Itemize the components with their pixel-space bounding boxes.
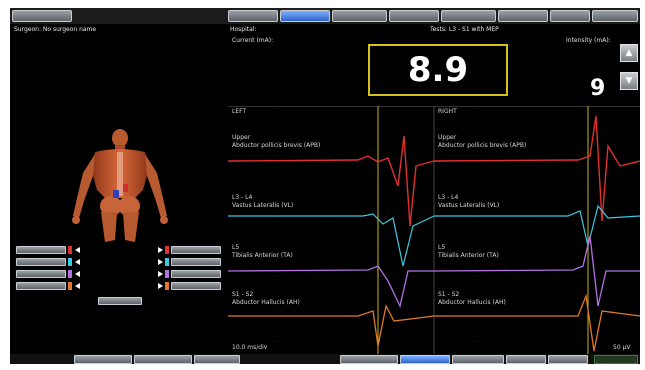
- color-swatch-purple: [68, 270, 72, 278]
- row-level-left: Upper: [232, 134, 251, 141]
- trace-l3l4-right: [434, 204, 640, 247]
- row-muscle-right: Abductor pollicis brevis (APB): [438, 142, 527, 149]
- toolbar-button-6[interactable]: [441, 10, 496, 22]
- arrow-left-icon: [75, 259, 80, 265]
- anatomy-figure-icon: [72, 129, 168, 242]
- trace-l3l4-left: [228, 213, 435, 267]
- color-swatch-cyan: [68, 258, 72, 266]
- left-muscle-button-2[interactable]: [16, 258, 66, 266]
- row-level-right: Upper: [438, 134, 457, 141]
- color-swatch-orange: [165, 282, 169, 290]
- right-muscle-button-4[interactable]: [171, 282, 221, 290]
- row-level-left: L5: [232, 244, 240, 251]
- toolbar-button-9[interactable]: [592, 10, 638, 22]
- bottom-button-8[interactable]: [548, 355, 588, 364]
- current-value-display: 8.9: [368, 44, 508, 96]
- left-side-label: LEFT: [232, 108, 247, 115]
- arrow-right-icon: [158, 259, 163, 265]
- arrow-right-icon: [158, 283, 163, 289]
- trace-s1s2-left: [228, 304, 435, 347]
- trace-upper-left: [227, 135, 435, 227]
- row-muscle-right: Tibialis Anterior (TA): [438, 252, 499, 259]
- bottom-button-6[interactable]: [452, 355, 504, 364]
- left-muscle-button-3[interactable]: [16, 270, 66, 278]
- surgeon-label: Surgeon: No surgeon name: [14, 26, 97, 33]
- monitor-screen: Surgeon: No surgeon name Hospital: Tests…: [10, 8, 640, 364]
- trace-upper-right: [433, 115, 640, 222]
- row-level-right: S1 - S2: [438, 291, 460, 298]
- left-muscle-button-1[interactable]: [16, 246, 66, 254]
- row-muscle-left: Tibialis Anterior (TA): [232, 252, 293, 259]
- intensity-value: 9: [590, 76, 606, 101]
- color-swatch-purple: [165, 270, 169, 278]
- left-muscle-button-4[interactable]: [16, 282, 66, 290]
- status-indicator: [594, 355, 638, 364]
- row-muscle-right: Abductor Hallucis (AH): [438, 299, 506, 306]
- triangle-up-icon[interactable]: ▲: [620, 44, 638, 62]
- right-muscle-button-1[interactable]: [171, 246, 221, 254]
- trace-s1s2-right: [434, 293, 640, 352]
- trace-l5-left: [227, 265, 434, 308]
- hospital-label: Hospital:: [230, 26, 257, 33]
- arrow-right-icon: [158, 247, 163, 253]
- arrow-left-icon: [75, 271, 80, 277]
- toolbar-button-7[interactable]: [498, 10, 548, 22]
- color-swatch-red: [165, 246, 169, 254]
- test-label: Tests: L3 - S1 with MEP: [430, 26, 499, 33]
- arrow-right-icon: [158, 271, 163, 277]
- right-muscle-button-3[interactable]: [171, 270, 221, 278]
- color-swatch-red: [68, 246, 72, 254]
- row-level-right: L3 - L4: [438, 194, 459, 201]
- bottom-button-5[interactable]: [400, 355, 450, 364]
- toolbar-button-5[interactable]: [389, 10, 439, 22]
- right-side-label: RIGHT: [438, 108, 457, 115]
- center-mode-button[interactable]: [98, 297, 142, 305]
- bottom-button-2[interactable]: [134, 355, 192, 364]
- row-level-left: L3 - L4: [232, 194, 253, 201]
- trace-l5-right: [433, 235, 640, 307]
- timebase-label: 10.0 ms/div: [232, 344, 268, 351]
- toolbar-button-4[interactable]: [332, 10, 387, 22]
- toolbar-button-3[interactable]: [280, 10, 330, 22]
- bottom-toolbar: [10, 354, 640, 364]
- arrow-left-icon: [75, 283, 80, 289]
- row-muscle-left: Vastus Lateralis (VL): [232, 202, 294, 209]
- sensitivity-label: 50 µV: [613, 344, 631, 351]
- color-swatch-cyan: [165, 258, 169, 266]
- current-label: Current (mA):: [232, 37, 274, 44]
- triangle-down-icon[interactable]: ▼: [620, 72, 638, 90]
- intensity-label: Intensity (mA):: [566, 37, 611, 44]
- toolbar-button-2[interactable]: [228, 10, 278, 22]
- arrow-left-icon: [75, 247, 80, 253]
- toolbar-button-8[interactable]: [550, 10, 590, 22]
- row-muscle-right: Vastus Lateralis (VL): [438, 202, 500, 209]
- bottom-button-3[interactable]: [194, 355, 240, 364]
- row-muscle-left: Abductor Hallucis (AH): [232, 299, 300, 306]
- bottom-button-4[interactable]: [340, 355, 398, 364]
- row-level-left: S1 - S2: [232, 291, 254, 298]
- trace-area: LEFT RIGHT Upper Abductor pollicis brevi…: [227, 106, 640, 354]
- toolbar-button-1[interactable]: [12, 10, 72, 22]
- row-muscle-left: Abductor pollicis brevis (APB): [232, 142, 321, 149]
- top-toolbar: [10, 8, 640, 24]
- bottom-button-1[interactable]: [74, 355, 132, 364]
- trace-graph: [227, 106, 640, 354]
- color-swatch-orange: [68, 282, 72, 290]
- bottom-button-7[interactable]: [506, 355, 546, 364]
- right-muscle-button-2[interactable]: [171, 258, 221, 266]
- row-level-right: L5: [438, 244, 446, 251]
